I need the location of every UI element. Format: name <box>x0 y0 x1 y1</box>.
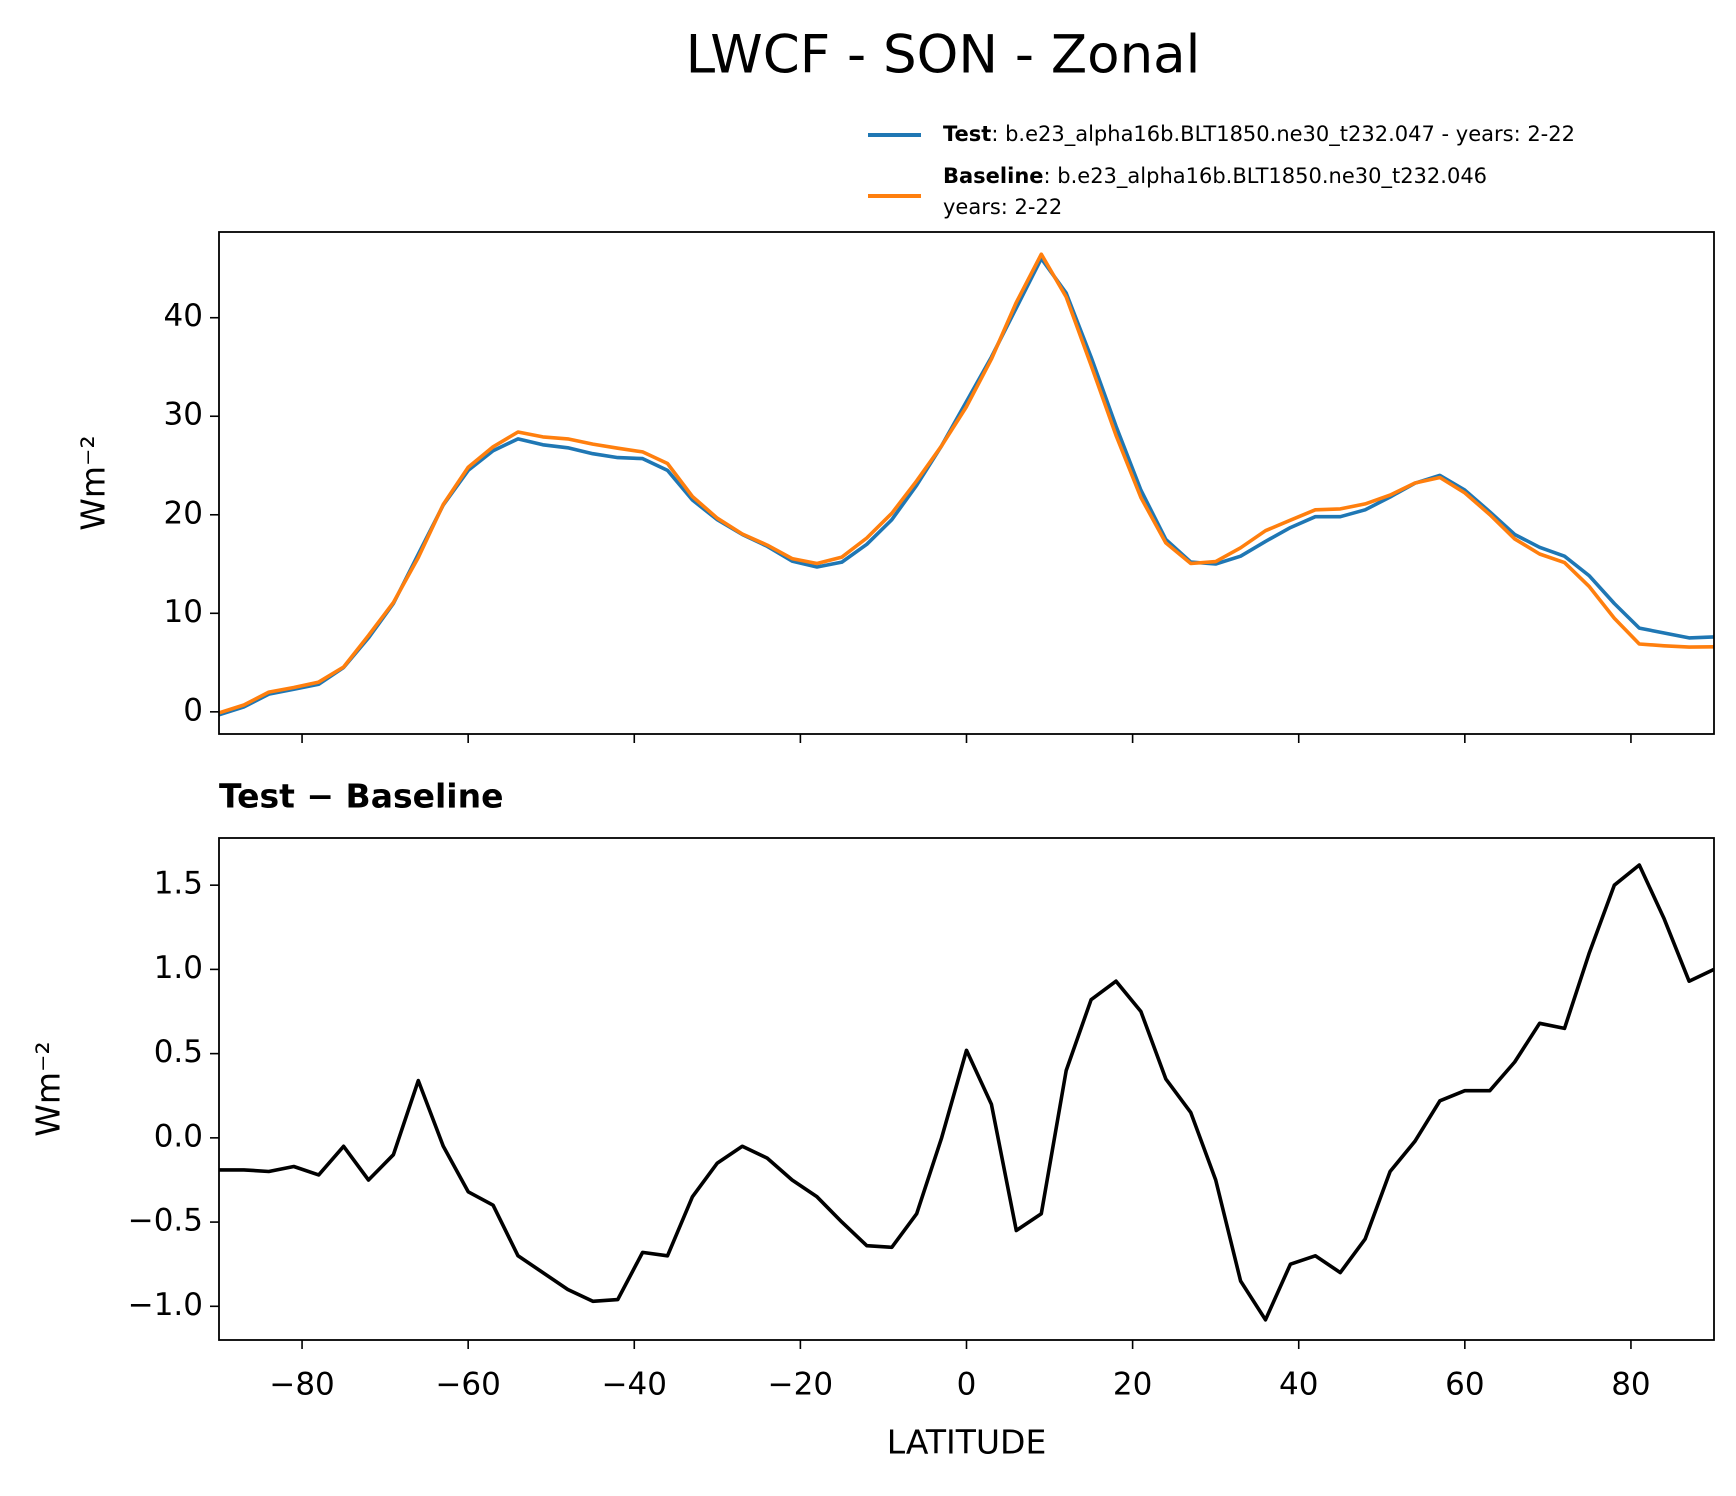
y-tick-label: −0.5 <box>128 1203 203 1239</box>
x-tick-label: −80 <box>269 1367 334 1403</box>
axes-frame <box>218 231 1715 735</box>
x-tick-label: 40 <box>1279 1367 1318 1403</box>
x-axis-label: LATITUDE <box>887 1423 1047 1462</box>
legend-name: Baseline <box>943 164 1044 188</box>
y-tick-label: 1.0 <box>154 950 203 986</box>
x-tick-label: −40 <box>602 1367 667 1403</box>
y-tick-label: 20 <box>164 495 203 531</box>
line-series <box>219 252 1714 715</box>
y-axis-label: Wm⁻² <box>29 1041 68 1136</box>
y-tick-label: 0.0 <box>154 1118 203 1154</box>
axes-frame <box>218 837 1715 1341</box>
x-tick-label: 0 <box>957 1367 977 1403</box>
y-tick-label: 0.5 <box>154 1034 203 1070</box>
line-series <box>219 863 1714 1322</box>
y-axis-label: Wm⁻² <box>74 435 113 530</box>
legend-description: : b.e23_alpha16b.BLT1850.ne30_t232.047 -… <box>991 122 1575 147</box>
y-tick-label: 30 <box>164 397 203 433</box>
line-series <box>219 256 1714 717</box>
axes-title: Test − Baseline <box>219 777 504 816</box>
x-tick-label: −20 <box>768 1367 833 1403</box>
y-tick-label: 40 <box>164 298 203 334</box>
legend-name: Test <box>943 122 991 146</box>
legend-description: years: 2-22 <box>943 195 1062 219</box>
y-tick-label: 0 <box>183 692 203 728</box>
legend-description: : b.e23_alpha16b.BLT1850.ne30_t232.046 <box>1044 164 1488 189</box>
legend-label: Baseline: b.e23_alpha16b.BLT1850.ne30_t2… <box>943 164 1487 189</box>
x-tick-label: −60 <box>435 1367 500 1403</box>
x-tick-label: 20 <box>1113 1367 1152 1403</box>
y-tick-label: 10 <box>164 594 203 630</box>
y-tick-label: −1.0 <box>128 1287 203 1323</box>
legend-label: Test: b.e23_alpha16b.BLT1850.ne30_t232.0… <box>943 122 1575 147</box>
x-tick-label: 80 <box>1611 1367 1650 1403</box>
figure-title: LWCF - SON - Zonal <box>686 25 1201 86</box>
x-tick-label: 60 <box>1445 1367 1484 1403</box>
y-tick-label: 1.5 <box>154 866 203 902</box>
